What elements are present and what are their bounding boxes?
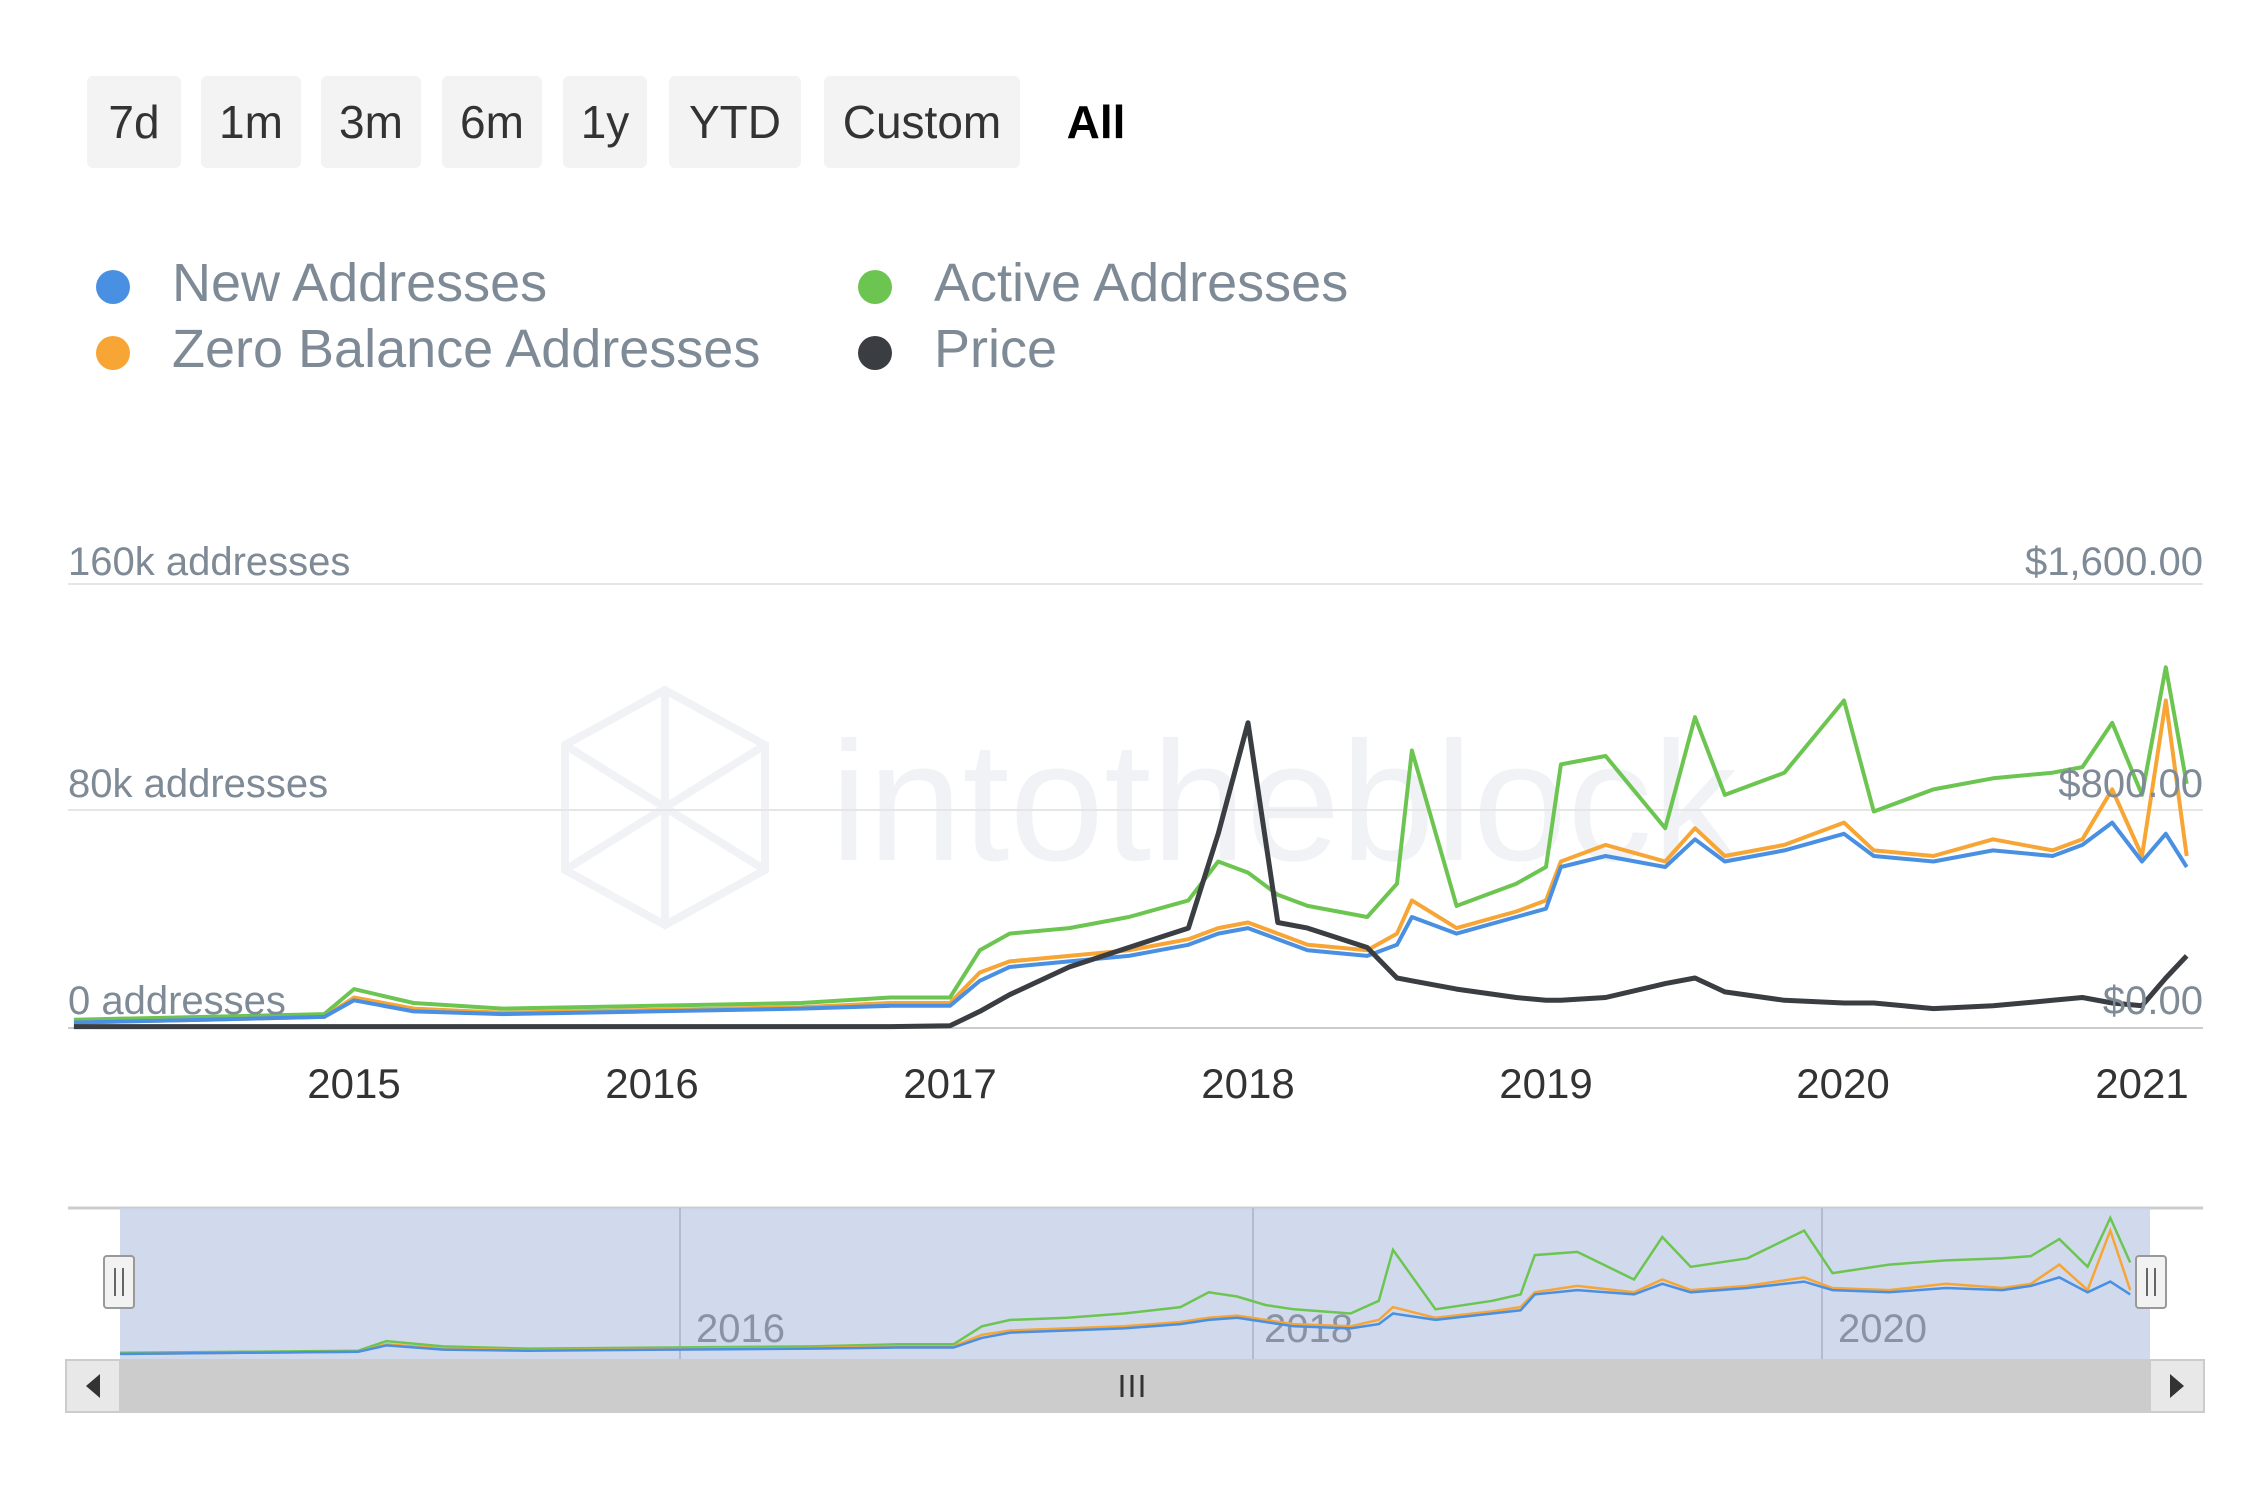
legend-label: Active Addresses <box>934 253 1349 313</box>
navigator-right-handle[interactable] <box>2135 1255 2167 1309</box>
scrollbar-grip-icon <box>1120 1375 1144 1397</box>
x-axis-tick-2016: 2016 <box>605 1060 698 1107</box>
left-axis-tick-160k: 160k addresses <box>68 540 350 584</box>
x-axis-tick-2019: 2019 <box>1499 1060 1592 1107</box>
x-axis-tick-2015: 2015 <box>307 1060 400 1107</box>
range-7d-button[interactable]: 7d <box>87 76 181 168</box>
watermark: intotheblock <box>561 685 1738 930</box>
range-1m-button[interactable]: 1m <box>201 76 301 168</box>
x-axis: 2015 2016 2017 2018 2019 2020 2021 <box>307 1060 2188 1107</box>
series-layer <box>73 665 2189 1030</box>
legend-marker-dark <box>858 336 892 370</box>
series-line-new-addresses[interactable] <box>73 820 2189 1025</box>
range-3m-button[interactable]: 3m <box>321 76 421 168</box>
x-axis-tick-2018: 2018 <box>1201 1060 1294 1107</box>
navigator-label-2016: 2016 <box>696 1307 785 1351</box>
x-axis-tick-2020: 2020 <box>1796 1060 1889 1107</box>
legend-marker-orange <box>96 336 130 370</box>
navigator-left-handle-box[interactable] <box>103 1255 135 1309</box>
series-line-active-addresses[interactable] <box>73 665 2189 1022</box>
legend-marker-green <box>858 270 892 304</box>
navigator-labels: 2016 2018 2020 <box>696 1307 1927 1351</box>
x-axis-tick-2017: 2017 <box>903 1060 996 1107</box>
watermark-text: intotheblock <box>830 707 1738 897</box>
navigator-series <box>119 1214 2132 1356</box>
scrollbar[interactable] <box>65 1359 2205 1413</box>
legend-label: Zero Balance Addresses <box>172 319 761 379</box>
right-axis: $0.00 $800.00 $1,600.00 <box>2025 540 2203 1023</box>
navigator-left-handle[interactable] <box>103 1255 135 1309</box>
legend-label: Price <box>934 319 1058 379</box>
left-axis-tick-0: 0 addresses <box>68 979 286 1023</box>
navigator[interactable]: 2016 2018 2020 <box>68 1206 2203 1360</box>
range-ytd-button[interactable]: YTD <box>669 76 801 168</box>
scrollbar-thumb[interactable] <box>120 1360 2150 1412</box>
range-6m-button[interactable]: 6m <box>442 76 542 168</box>
navigator-line-active-addresses <box>119 1214 2132 1355</box>
navigator-line-new-addresses <box>119 1276 2131 1356</box>
left-axis-tick-80k: 80k addresses <box>68 762 328 806</box>
arrow-right-icon <box>2170 1374 2184 1398</box>
left-axis: 0 addresses 80k addresses 160k addresses <box>68 540 350 1023</box>
navigator-right-handle-box[interactable] <box>2135 1255 2167 1309</box>
right-axis-tick-0: $0.00 <box>2103 979 2203 1023</box>
navigator-label-2020: 2020 <box>1838 1307 1927 1351</box>
legend-marker-blue <box>96 270 130 304</box>
range-1y-button[interactable]: 1y <box>563 76 647 168</box>
right-axis-tick-1600: $1,600.00 <box>2025 540 2203 584</box>
arrow-left-icon <box>86 1374 100 1398</box>
watermark-logo-icon <box>561 685 769 930</box>
range-all-button[interactable]: All <box>1066 96 1126 148</box>
range-custom-button[interactable]: Custom <box>824 76 1020 168</box>
right-axis-tick-800: $800.00 <box>2058 762 2203 806</box>
legend-label: New Addresses <box>172 253 548 313</box>
series-line-price[interactable] <box>73 720 2189 1030</box>
x-axis-tick-2021: 2021 <box>2095 1060 2188 1107</box>
